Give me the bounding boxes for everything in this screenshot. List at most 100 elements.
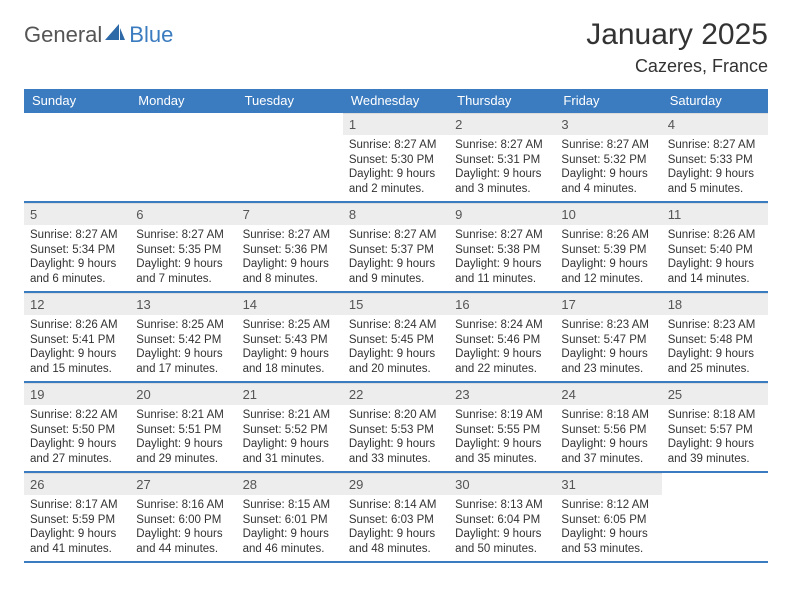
day-number: 22 [343, 383, 449, 405]
day-cell: 22Sunrise: 8:20 AMSunset: 5:53 PMDayligh… [343, 383, 449, 471]
daylight-line: Daylight: 9 hours and 50 minutes. [455, 527, 549, 556]
day-cell: 18Sunrise: 8:23 AMSunset: 5:48 PMDayligh… [662, 293, 768, 381]
daylight-line: Daylight: 9 hours and 14 minutes. [668, 257, 762, 286]
daylight-line: Daylight: 9 hours and 25 minutes. [668, 347, 762, 376]
day-details: Sunrise: 8:18 AMSunset: 5:56 PMDaylight:… [555, 405, 661, 471]
daylight-line: Daylight: 9 hours and 17 minutes. [136, 347, 230, 376]
day-cell: 13Sunrise: 8:25 AMSunset: 5:42 PMDayligh… [130, 293, 236, 381]
day-number: 11 [662, 203, 768, 225]
daylight-line: Daylight: 9 hours and 33 minutes. [349, 437, 443, 466]
sunset-line: Sunset: 6:05 PM [561, 513, 655, 528]
day-cell: 1Sunrise: 8:27 AMSunset: 5:30 PMDaylight… [343, 113, 449, 201]
logo-text-general: General [24, 22, 102, 48]
sunrise-line: Sunrise: 8:25 AM [136, 318, 230, 333]
day-details: Sunrise: 8:24 AMSunset: 5:45 PMDaylight:… [343, 315, 449, 381]
day-number: 28 [237, 473, 343, 495]
sunrise-line: Sunrise: 8:22 AM [30, 408, 124, 423]
day-number: 16 [449, 293, 555, 315]
day-details: Sunrise: 8:27 AMSunset: 5:38 PMDaylight:… [449, 225, 555, 291]
day-details: Sunrise: 8:13 AMSunset: 6:04 PMDaylight:… [449, 495, 555, 561]
sunset-line: Sunset: 5:42 PM [136, 333, 230, 348]
sunrise-line: Sunrise: 8:27 AM [243, 228, 337, 243]
day-number: 5 [24, 203, 130, 225]
day-header-row: SundayMondayTuesdayWednesdayThursdayFrid… [24, 89, 768, 113]
day-details: Sunrise: 8:27 AMSunset: 5:36 PMDaylight:… [237, 225, 343, 291]
day-number: 12 [24, 293, 130, 315]
day-details: Sunrise: 8:27 AMSunset: 5:37 PMDaylight:… [343, 225, 449, 291]
week-row: 12Sunrise: 8:26 AMSunset: 5:41 PMDayligh… [24, 293, 768, 383]
day-number: 8 [343, 203, 449, 225]
sunset-line: Sunset: 6:01 PM [243, 513, 337, 528]
sunset-line: Sunset: 5:41 PM [30, 333, 124, 348]
sunset-line: Sunset: 5:53 PM [349, 423, 443, 438]
daylight-line: Daylight: 9 hours and 6 minutes. [30, 257, 124, 286]
day-cell: 8Sunrise: 8:27 AMSunset: 5:37 PMDaylight… [343, 203, 449, 291]
sunrise-line: Sunrise: 8:12 AM [561, 498, 655, 513]
sunset-line: Sunset: 6:04 PM [455, 513, 549, 528]
day-cell: 16Sunrise: 8:24 AMSunset: 5:46 PMDayligh… [449, 293, 555, 381]
daylight-line: Daylight: 9 hours and 31 minutes. [243, 437, 337, 466]
day-number: 2 [449, 113, 555, 135]
day-number: 10 [555, 203, 661, 225]
sunrise-line: Sunrise: 8:27 AM [30, 228, 124, 243]
daylight-line: Daylight: 9 hours and 44 minutes. [136, 527, 230, 556]
day-cell: 10Sunrise: 8:26 AMSunset: 5:39 PMDayligh… [555, 203, 661, 291]
sunset-line: Sunset: 5:31 PM [455, 153, 549, 168]
day-cell: 20Sunrise: 8:21 AMSunset: 5:51 PMDayligh… [130, 383, 236, 471]
sunset-line: Sunset: 5:56 PM [561, 423, 655, 438]
sunrise-line: Sunrise: 8:27 AM [561, 138, 655, 153]
sunset-line: Sunset: 5:50 PM [30, 423, 124, 438]
day-header: Thursday [449, 89, 555, 113]
daylight-line: Daylight: 9 hours and 39 minutes. [668, 437, 762, 466]
daylight-line: Daylight: 9 hours and 29 minutes. [136, 437, 230, 466]
day-cell: 15Sunrise: 8:24 AMSunset: 5:45 PMDayligh… [343, 293, 449, 381]
week-row: 26Sunrise: 8:17 AMSunset: 5:59 PMDayligh… [24, 473, 768, 563]
day-cell: 9Sunrise: 8:27 AMSunset: 5:38 PMDaylight… [449, 203, 555, 291]
daylight-line: Daylight: 9 hours and 2 minutes. [349, 167, 443, 196]
daylight-line: Daylight: 9 hours and 22 minutes. [455, 347, 549, 376]
day-header: Saturday [662, 89, 768, 113]
day-details: Sunrise: 8:27 AMSunset: 5:31 PMDaylight:… [449, 135, 555, 201]
day-details: Sunrise: 8:23 AMSunset: 5:47 PMDaylight:… [555, 315, 661, 381]
sunset-line: Sunset: 5:55 PM [455, 423, 549, 438]
daylight-line: Daylight: 9 hours and 46 minutes. [243, 527, 337, 556]
daylight-line: Daylight: 9 hours and 35 minutes. [455, 437, 549, 466]
day-header: Monday [130, 89, 236, 113]
sunrise-line: Sunrise: 8:23 AM [668, 318, 762, 333]
day-details: Sunrise: 8:23 AMSunset: 5:48 PMDaylight:… [662, 315, 768, 381]
day-details: Sunrise: 8:25 AMSunset: 5:43 PMDaylight:… [237, 315, 343, 381]
week-row: 1Sunrise: 8:27 AMSunset: 5:30 PMDaylight… [24, 113, 768, 203]
day-number: 24 [555, 383, 661, 405]
day-cell: 12Sunrise: 8:26 AMSunset: 5:41 PMDayligh… [24, 293, 130, 381]
day-cell: 24Sunrise: 8:18 AMSunset: 5:56 PMDayligh… [555, 383, 661, 471]
day-cell: 7Sunrise: 8:27 AMSunset: 5:36 PMDaylight… [237, 203, 343, 291]
day-number: 21 [237, 383, 343, 405]
day-cell: 23Sunrise: 8:19 AMSunset: 5:55 PMDayligh… [449, 383, 555, 471]
day-cell: 26Sunrise: 8:17 AMSunset: 5:59 PMDayligh… [24, 473, 130, 561]
daylight-line: Daylight: 9 hours and 3 minutes. [455, 167, 549, 196]
day-header: Wednesday [343, 89, 449, 113]
sunrise-line: Sunrise: 8:16 AM [136, 498, 230, 513]
day-cell: 4Sunrise: 8:27 AMSunset: 5:33 PMDaylight… [662, 113, 768, 201]
day-number: 20 [130, 383, 236, 405]
sunrise-line: Sunrise: 8:27 AM [455, 138, 549, 153]
day-details: Sunrise: 8:17 AMSunset: 5:59 PMDaylight:… [24, 495, 130, 561]
daylight-line: Daylight: 9 hours and 41 minutes. [30, 527, 124, 556]
day-details: Sunrise: 8:27 AMSunset: 5:34 PMDaylight:… [24, 225, 130, 291]
title-block: January 2025 Cazeres, France [586, 18, 768, 77]
sunset-line: Sunset: 5:39 PM [561, 243, 655, 258]
sunset-line: Sunset: 5:51 PM [136, 423, 230, 438]
day-details: Sunrise: 8:14 AMSunset: 6:03 PMDaylight:… [343, 495, 449, 561]
day-cell: 25Sunrise: 8:18 AMSunset: 5:57 PMDayligh… [662, 383, 768, 471]
sunrise-line: Sunrise: 8:17 AM [30, 498, 124, 513]
day-cell: 2Sunrise: 8:27 AMSunset: 5:31 PMDaylight… [449, 113, 555, 201]
day-number: 14 [237, 293, 343, 315]
day-details: Sunrise: 8:27 AMSunset: 5:33 PMDaylight:… [662, 135, 768, 201]
location-text: Cazeres, France [586, 56, 768, 77]
page-title: January 2025 [586, 18, 768, 52]
sunrise-line: Sunrise: 8:25 AM [243, 318, 337, 333]
sunset-line: Sunset: 5:46 PM [455, 333, 549, 348]
day-details: Sunrise: 8:26 AMSunset: 5:41 PMDaylight:… [24, 315, 130, 381]
day-number: 4 [662, 113, 768, 135]
week-row: 19Sunrise: 8:22 AMSunset: 5:50 PMDayligh… [24, 383, 768, 473]
